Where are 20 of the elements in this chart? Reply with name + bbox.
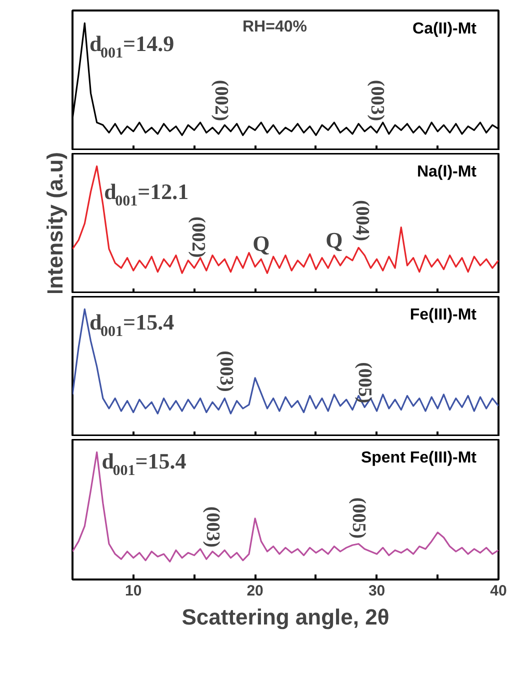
annotation: RH=40% [242,18,307,36]
text: Na(I)-Mt [416,164,478,180]
x-tick-label: 30 [368,582,386,600]
annotation: (002) [210,80,232,122]
annotation: (005) [348,497,370,539]
annotation: Q [326,227,343,252]
annotation: Q [252,231,270,256]
annotation: (003) [215,350,236,392]
x-tick-label: 40 [490,582,507,600]
annotation: (003) [366,80,388,122]
x-axis-title: Scattering angle, 2θ [182,604,390,630]
annotation: (002) [187,216,208,258]
text: Spent Fe(III)-Mt [360,450,478,466]
text: Ca(II)-Mt [412,20,478,38]
text: Fe(III)-Mt [410,306,478,324]
annotation: (005) [354,362,376,404]
annotation: (004) [352,200,373,242]
x-tick-label: 10 [125,582,142,600]
x-tick-label: 20 [246,582,264,600]
annotation: (003) [202,506,223,548]
